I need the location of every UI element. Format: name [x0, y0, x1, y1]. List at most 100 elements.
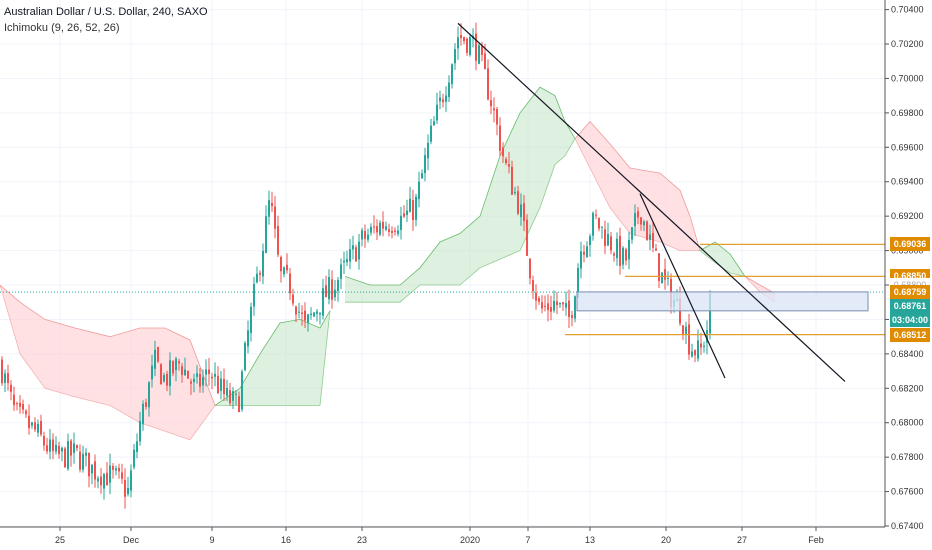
candle-up [148, 382, 150, 408]
candle-down [100, 476, 102, 486]
candle-up [631, 227, 633, 240]
candle-down [19, 402, 21, 407]
candle-down [388, 229, 390, 232]
candle-down [652, 232, 654, 248]
cloud-bullish [345, 87, 575, 303]
candle-down [529, 258, 531, 279]
candle-down [523, 203, 525, 221]
candle-up [346, 259, 348, 263]
cloud-bullish [215, 310, 330, 406]
y-tick-label: 0.70400 [891, 5, 924, 15]
trendlines [457, 22, 846, 382]
candle-down [58, 445, 60, 455]
candle-up [85, 452, 87, 456]
candle-up [109, 465, 111, 483]
candle-down [544, 305, 546, 307]
candle-down [106, 472, 108, 486]
x-tick-label: 13 [585, 535, 595, 545]
candle-up [703, 345, 705, 347]
candle-down [46, 445, 48, 452]
candle-up [358, 241, 360, 260]
candle-up [424, 155, 426, 174]
candle-up [514, 192, 516, 194]
candle-down [403, 213, 405, 217]
candle-up [253, 284, 255, 307]
candle-down [181, 366, 183, 375]
candle-up [337, 280, 339, 292]
x-tick-label: 20 [661, 535, 671, 545]
candle-up [310, 313, 312, 315]
candle-up [61, 447, 63, 452]
candle-down [493, 108, 495, 111]
candle-down [325, 285, 327, 298]
candle-down [373, 226, 375, 228]
candle-down [484, 53, 486, 70]
candle-up [439, 97, 441, 102]
candle-up [214, 373, 216, 377]
candle-down [475, 33, 477, 61]
cloud-bearish-edge [744, 276, 776, 294]
candle-down [79, 451, 81, 470]
y-tick-label: 0.69200 [891, 211, 924, 221]
candle-up [580, 251, 582, 269]
candle-down [43, 436, 45, 446]
candle-up [436, 104, 438, 121]
y-tick-label: 0.69800 [891, 108, 924, 118]
candle-up [334, 289, 336, 298]
candle-down [7, 373, 9, 383]
candle-down [211, 376, 213, 379]
candle-up [205, 369, 207, 375]
candle-up [313, 312, 315, 317]
candle-up [454, 49, 456, 64]
cloud-bullish-edge [344, 86, 576, 286]
candle-down [274, 206, 276, 229]
candle-up [115, 468, 117, 471]
candle-up [448, 82, 450, 97]
candle-up [37, 423, 39, 433]
candle-down [280, 257, 282, 272]
candle-down [610, 236, 612, 251]
candle-down [391, 231, 393, 233]
candle-up [151, 365, 153, 380]
candle-up [409, 198, 411, 212]
candle-up [268, 200, 270, 217]
support-zone [576, 291, 869, 312]
cloud-bullish [700, 242, 745, 277]
candle-down [688, 324, 690, 355]
x-tick-label: 2020 [460, 535, 480, 545]
candle-down [499, 125, 501, 151]
candle-up [574, 296, 576, 319]
candle-up [586, 246, 588, 258]
candle-down [598, 217, 600, 229]
candle-up [379, 222, 381, 235]
candle-down [394, 230, 396, 232]
candle-down [292, 294, 294, 304]
candle-down [487, 68, 489, 100]
trendline [639, 193, 726, 379]
candle-up [154, 349, 156, 369]
x-tick-label: 16 [281, 535, 291, 545]
current-level-label: 0.68759 [890, 285, 930, 300]
candle-down [625, 249, 627, 261]
candle-down [190, 381, 192, 384]
candle-up [133, 449, 135, 468]
candle-down [640, 217, 642, 225]
candle-down [583, 251, 585, 255]
x-tick-label: 7 [525, 535, 530, 545]
candle-up [367, 234, 369, 240]
candle-down [526, 219, 528, 256]
candle-down [157, 347, 159, 362]
candle-down [694, 350, 696, 356]
candle-up [649, 234, 651, 240]
candle-up [103, 474, 105, 489]
candle-up [49, 439, 51, 452]
candle-down [145, 402, 147, 407]
candle-down [547, 303, 549, 311]
y-tick-label: 0.69600 [891, 142, 924, 152]
level-lines [0, 243, 885, 336]
candle-down [238, 396, 240, 412]
candle-down [511, 166, 513, 195]
candle-up [370, 226, 372, 233]
candle-down [508, 164, 510, 167]
